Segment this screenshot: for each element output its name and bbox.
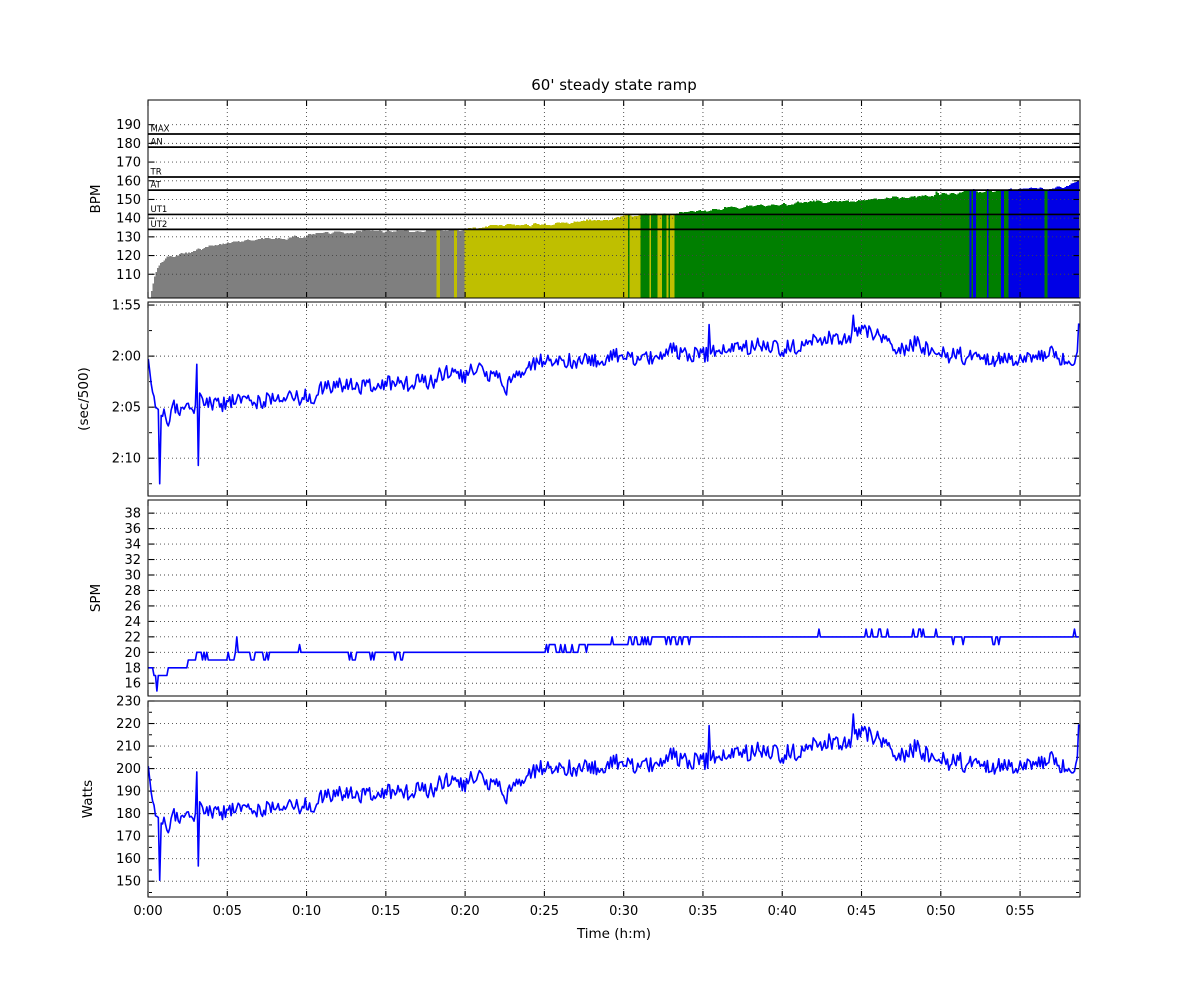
y-tick-label-heart_rate: 150	[116, 193, 141, 208]
y-tick-label-stroke_rate: 28	[124, 584, 141, 599]
y-tick-label-stroke_rate: 30	[124, 569, 141, 584]
panel-pace-axes: 1:55 2:00 2:05 2:10	[112, 299, 1080, 496]
y-tick-label-power: 230	[116, 695, 141, 710]
bpm-zone-bars	[150, 180, 1079, 298]
y-tick-label-heart_rate: 170	[116, 156, 141, 171]
panel-heart_rate-axes: 190 180 170 160 150 140 130 120 110	[116, 100, 1080, 298]
y-tick-label-heart_rate: 120	[116, 249, 141, 264]
x-tick-label: 0:35	[688, 904, 717, 919]
y-tick-label-power: 190	[116, 785, 141, 800]
x-axis-label: Time (h:m)	[576, 926, 652, 942]
zone-label-an: AN	[151, 138, 163, 148]
y-tick-label-stroke_rate: 22	[124, 630, 141, 645]
stroke_rate-line	[148, 628, 1079, 692]
y-tick-label-pace: 2:05	[112, 401, 141, 416]
y-tick-label-power: 170	[116, 830, 141, 845]
y-tick-label-heart_rate: 180	[116, 137, 141, 152]
y-tick-label-stroke_rate: 32	[124, 553, 141, 568]
x-tick-label: 0:55	[1005, 904, 1034, 919]
x-tick-label: 0:30	[609, 904, 638, 919]
x-tick-label: 0:25	[530, 904, 559, 919]
chart-title: 60' steady state ramp	[531, 76, 697, 94]
x-tick-label: 0:05	[213, 904, 242, 919]
y-tick-label-heart_rate: 130	[116, 230, 141, 245]
y-tick-label-stroke_rate: 38	[124, 507, 141, 522]
y-tick-label-stroke_rate: 18	[124, 661, 141, 676]
y-tick-label-pace: 1:55	[112, 299, 141, 314]
x-tick-label: 0:15	[371, 904, 400, 919]
hr-zone-lines: MAX AN TR AT UT1 UT2	[148, 125, 1080, 231]
x-tick-label: 0:10	[292, 904, 321, 919]
y-tick-label-power: 160	[116, 852, 141, 867]
y-tick-label-heart_rate: 110	[116, 268, 141, 283]
zone-label-ut2: UT2	[151, 220, 168, 230]
y-tick-label-heart_rate: 160	[116, 174, 141, 189]
panel-power-axes: 230 220 210 200 190 180 170 160 150 0:00 0:05 0:10 0…	[116, 695, 1080, 919]
y-tick-label-heart_rate: 140	[116, 212, 141, 227]
y-tick-label-stroke_rate: 16	[124, 677, 141, 692]
y-tick-label-power: 200	[116, 762, 141, 777]
x-tick-label: 0:50	[926, 904, 955, 919]
x-tick-label: 0:40	[768, 904, 797, 919]
y-tick-label-power: 210	[116, 740, 141, 755]
zone-label-ut1: UT1	[151, 205, 168, 215]
y-tick-label-stroke_rate: 20	[124, 646, 141, 661]
y-tick-label-stroke_rate: 24	[124, 615, 141, 630]
y-tick-label-power: 180	[116, 807, 141, 822]
x-tick-label: 0:45	[847, 904, 876, 919]
panel-stroke_rate-border	[147, 499, 1081, 697]
panel-pace-border	[147, 301, 1081, 497]
y-tick-label-stroke_rate: 36	[124, 522, 141, 537]
y-tick-label-pace: 2:10	[112, 452, 141, 467]
y-tick-label-power: 220	[116, 717, 141, 732]
y-tick-label-stroke_rate: 34	[124, 538, 141, 553]
panel-power-border	[147, 700, 1081, 898]
pace-line	[148, 314, 1080, 485]
y-tick-label-power: 150	[116, 875, 141, 890]
power-line	[148, 713, 1080, 882]
zone-label-tr: TR	[150, 168, 162, 178]
x-tick-label: 0:00	[133, 904, 162, 919]
y-tick-label-heart_rate: 190	[116, 118, 141, 133]
zone-label-at: AT	[151, 181, 162, 191]
y-tick-label-stroke_rate: 26	[124, 599, 141, 614]
panel-heart_rate-border	[147, 99, 1081, 299]
y-tick-label-pace: 2:00	[112, 350, 141, 365]
x-tick-label: 0:20	[451, 904, 480, 919]
zone-label-max: MAX	[151, 125, 170, 135]
